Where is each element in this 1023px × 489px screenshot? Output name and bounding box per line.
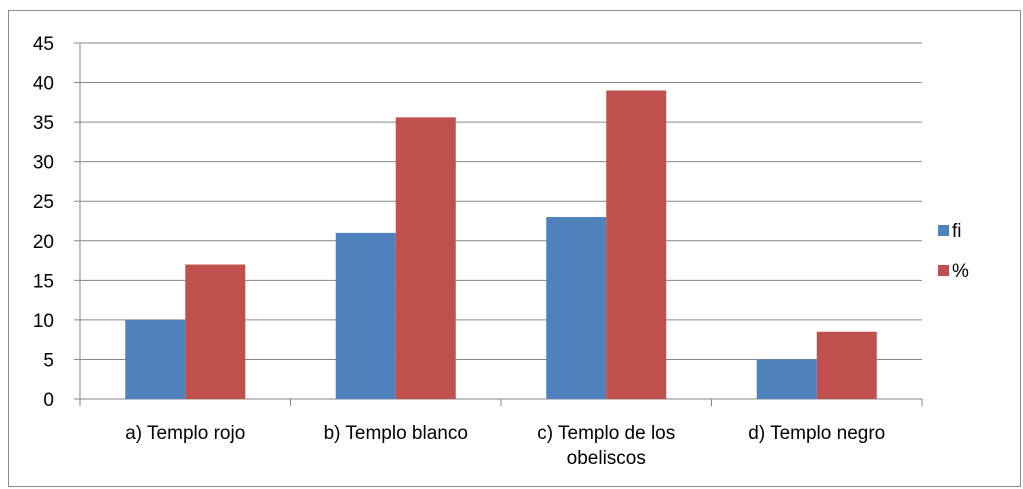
x-category-label: a) Templo rojo bbox=[125, 423, 245, 444]
x-category-label: c) Templo de los bbox=[537, 423, 675, 444]
x-category-label: obeliscos bbox=[567, 448, 646, 469]
legend-label: fi bbox=[952, 221, 962, 242]
y-tick-label: 15 bbox=[33, 271, 54, 292]
bar-pct-2 bbox=[606, 90, 667, 399]
y-tick-label: 35 bbox=[33, 113, 54, 134]
legend-swatch-0 bbox=[938, 225, 949, 236]
bar-pct-3 bbox=[816, 331, 877, 399]
y-tick-label: 30 bbox=[33, 153, 54, 174]
x-category-label: b) Templo blanco bbox=[324, 423, 468, 444]
bar-fi-0 bbox=[125, 319, 186, 399]
y-tick-label: 0 bbox=[43, 390, 54, 411]
y-tick-label: 25 bbox=[33, 192, 54, 213]
y-tick-label: 20 bbox=[33, 232, 54, 253]
bar-fi-2 bbox=[546, 217, 607, 399]
x-category-label: d) Templo negro bbox=[748, 423, 885, 444]
legend-swatch-1 bbox=[938, 265, 949, 276]
y-tick-label: 5 bbox=[43, 350, 54, 371]
bar-fi-1 bbox=[335, 232, 396, 399]
y-tick-label: 40 bbox=[33, 74, 54, 95]
bar-fi-3 bbox=[756, 359, 817, 399]
legend-label: % bbox=[952, 261, 969, 282]
chart-frame bbox=[8, 10, 1021, 487]
y-tick-label: 45 bbox=[33, 34, 54, 55]
bar-pct-1 bbox=[395, 117, 456, 399]
y-tick-label: 10 bbox=[33, 311, 54, 332]
bar-pct-0 bbox=[185, 264, 246, 399]
